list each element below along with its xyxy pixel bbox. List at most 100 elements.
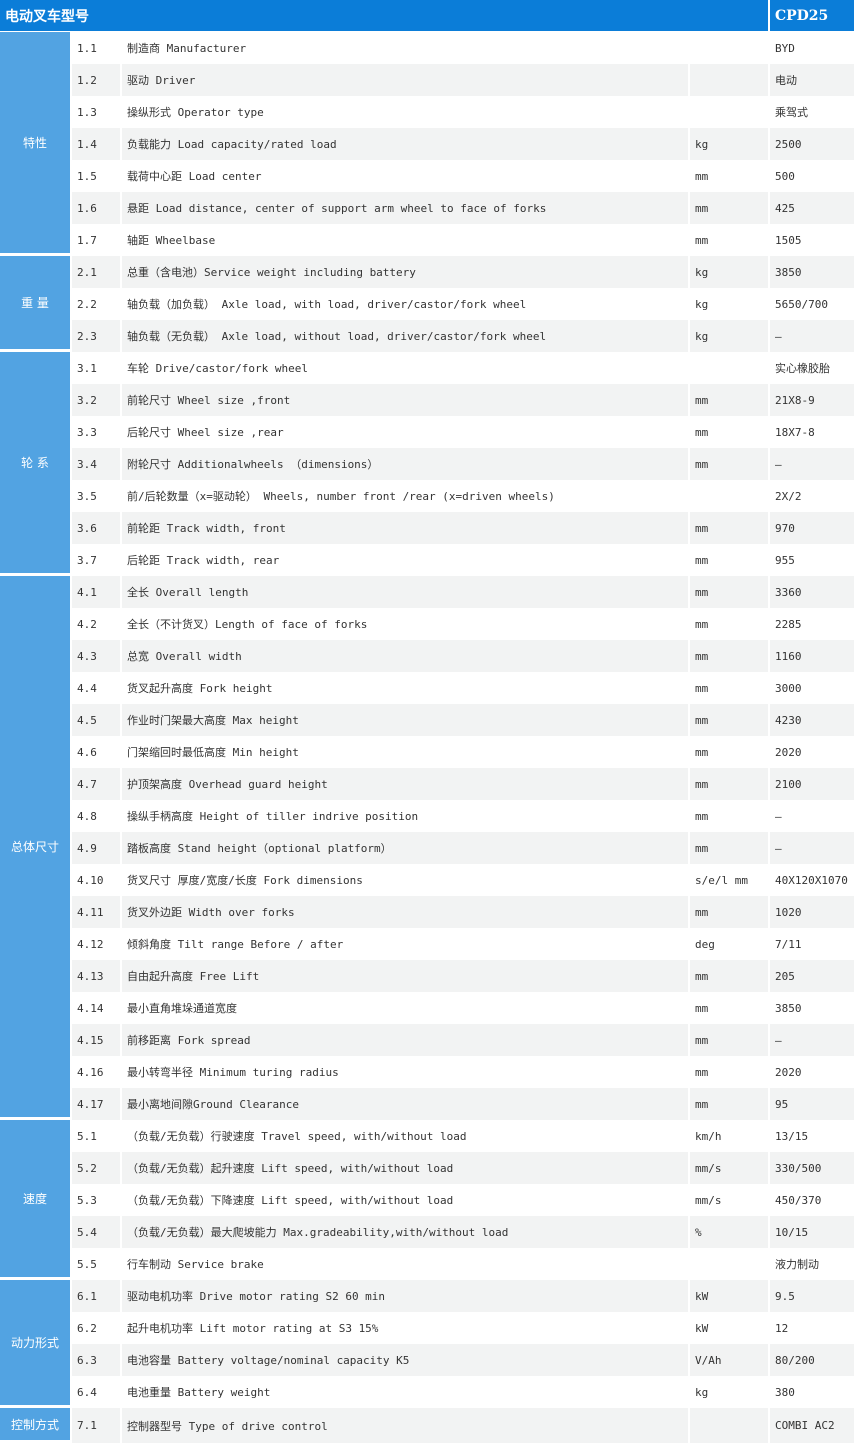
- item-value: 液力制动: [775, 1258, 819, 1271]
- item-unit: s/e/l mm: [695, 873, 748, 887]
- item-description: 踏板高度 Stand height（optional platform）: [122, 832, 688, 864]
- item-description: 前轮尺寸 Wheel size ,front: [122, 384, 688, 416]
- item-unit: mm/s: [690, 1152, 768, 1184]
- item-description: 最小离地间隙Ground Clearance: [122, 1088, 688, 1120]
- table-row: 4.12 倾斜角度 Tilt range Before / after deg 7/1…: [0, 928, 854, 960]
- item-value: —: [770, 1024, 854, 1056]
- item-number: 6.1: [72, 1280, 120, 1312]
- item-value: 2020: [775, 1065, 802, 1079]
- item-unit: mm: [695, 809, 709, 823]
- table-row: 3.6 前轮距 Track width, front mm 970: [0, 512, 854, 544]
- item-description: 控制器型号 Type of drive control: [122, 1408, 688, 1443]
- item-value: 40X120X1070: [775, 873, 848, 887]
- item-unit: kg: [695, 297, 709, 311]
- item-description: 操纵手柄高度 Height of tiller indrive position: [127, 810, 419, 823]
- item-description: 门架缩回时最低高度 Min height: [127, 746, 299, 759]
- item-description: 附轮尺寸 Additionalwheels （dimensions）: [122, 448, 688, 480]
- item-number: 3.5: [77, 489, 97, 503]
- item-number: 5.4: [72, 1216, 120, 1248]
- item-value: 1505: [775, 233, 802, 247]
- item-number: 1.2: [72, 64, 120, 96]
- item-description: 前轮距 Track width, front: [122, 512, 688, 544]
- table-row: 1.7 轴距 Wheelbase mm 1505: [0, 224, 854, 256]
- item-unit: mm: [690, 704, 768, 736]
- item-value: 电动: [770, 64, 854, 96]
- category-cell: 动力形式: [0, 1280, 70, 1408]
- item-value: 80/200: [770, 1344, 854, 1376]
- item-description: 后轮距 Track width, rear: [127, 554, 280, 567]
- item-unit: mm: [695, 1001, 709, 1015]
- item-description: 载荷中心距 Load center: [127, 170, 262, 183]
- item-number: 1.3: [77, 105, 97, 119]
- table-row: 4.7 护顶架高度 Overhead guard height mm 2100: [0, 768, 854, 800]
- item-unit: kW: [690, 1280, 768, 1312]
- item-unit: mm: [690, 1088, 768, 1120]
- item-description: 操纵形式 Operator type: [127, 106, 264, 119]
- item-unit: mm: [690, 960, 768, 992]
- table-row: 4.4 货叉起升高度 Fork height mm 3000: [0, 672, 854, 704]
- table-row: 1.5 载荷中心距 Load center mm 500: [0, 160, 854, 192]
- item-number: 6.4: [77, 1385, 97, 1399]
- item-number: 4.11: [72, 896, 120, 928]
- table-row: 控制方式 7.1 控制器型号 Type of drive control COMBI …: [0, 1408, 854, 1443]
- item-number: 6.2: [77, 1321, 97, 1335]
- item-unit: mm: [690, 640, 768, 672]
- item-value: 955: [775, 553, 795, 567]
- item-number: 6.3: [72, 1344, 120, 1376]
- item-value: —: [770, 448, 854, 480]
- table-row: 5.4 （负载/无负载）最大爬坡能力 Max.gradeability,with/…: [0, 1216, 854, 1248]
- table-row: 4.16 最小转弯半径 Minimum turing radius mm 2020: [0, 1056, 854, 1088]
- item-value: 205: [770, 960, 854, 992]
- item-unit: [690, 1248, 768, 1280]
- item-number: 1.7: [77, 233, 97, 247]
- item-number: 4.3: [72, 640, 120, 672]
- table-row: 3.3 后轮尺寸 Wheel size ,rear mm 18X7-8: [0, 416, 854, 448]
- model-name: CPD25: [770, 0, 854, 32]
- category-cell: 轮 系: [0, 352, 70, 576]
- item-value: 1020: [770, 896, 854, 928]
- item-unit: mm: [695, 617, 709, 631]
- item-value: 乘驾式: [775, 106, 808, 119]
- item-description: （负载/无负载）行驶速度 Travel speed, with/without …: [127, 1130, 467, 1143]
- table-row: 4.10 货叉尺寸 厚度/宽度/长度 Fork dimensions s/e/l m…: [0, 864, 854, 896]
- item-description: 轴负载（无负载） Axle load, without load, driver…: [122, 320, 688, 352]
- item-unit: [690, 32, 768, 64]
- item-description: 作业时门架最大高度 Max height: [122, 704, 688, 736]
- table-row: 5.2 （负载/无负载）起升速度 Lift speed, with/without…: [0, 1152, 854, 1184]
- table-row: 4.14 最小直角堆垛通道宽度 mm 3850: [0, 992, 854, 1024]
- item-unit: mm/s: [695, 1193, 722, 1207]
- table-row: 2.3 轴负载（无负载） Axle load, without load, dri…: [0, 320, 854, 352]
- table-row: 4.15 前移距离 Fork spread mm —: [0, 1024, 854, 1056]
- item-number: 4.16: [77, 1065, 104, 1079]
- item-description: 负载能力 Load capacity/rated load: [122, 128, 688, 160]
- item-value: BYD: [775, 41, 795, 55]
- item-value: 330/500: [770, 1152, 854, 1184]
- item-number: 4.15: [72, 1024, 120, 1056]
- item-number: 3.4: [72, 448, 120, 480]
- item-value: 9.5: [770, 1280, 854, 1312]
- item-unit: mm: [695, 425, 709, 439]
- table-row: 6.2 起升电机功率 Lift motor rating at S3 15% kW 1…: [0, 1312, 854, 1344]
- item-description: 总重（含电池）Service weight including battery: [122, 256, 688, 288]
- table-row: 6.4 电池重量 Battery weight kg 380: [0, 1376, 854, 1408]
- table-row: 1.4 负载能力 Load capacity/rated load kg 2500: [0, 128, 854, 160]
- item-value: 实心橡胶胎: [775, 362, 830, 375]
- item-value: 7/11: [775, 937, 802, 951]
- item-unit: mm: [690, 448, 768, 480]
- item-value: 500: [775, 169, 795, 183]
- item-value: 3850: [775, 1001, 802, 1015]
- item-number: 5.3: [77, 1193, 97, 1207]
- item-value: 12: [775, 1321, 789, 1335]
- item-number: 7.1: [72, 1408, 120, 1443]
- item-unit: mm: [695, 681, 709, 695]
- table-row: 1.3 操纵形式 Operator type 乘驾式: [0, 96, 854, 128]
- item-value: 5650/700: [775, 297, 828, 311]
- table-row: 5.5 行车制动 Service brake 液力制动: [0, 1248, 854, 1280]
- item-value: 2285: [775, 617, 802, 631]
- item-description: 货叉尺寸 厚度/宽度/长度 Fork dimensions: [127, 874, 363, 887]
- item-description: 护顶架高度 Overhead guard height: [122, 768, 688, 800]
- item-unit: [690, 64, 768, 96]
- table-row: 6.3 电池容量 Battery voltage/nominal capacity…: [0, 1344, 854, 1376]
- table-row: 4.2 全长（不计货叉）Length of face of forks mm 2285: [0, 608, 854, 640]
